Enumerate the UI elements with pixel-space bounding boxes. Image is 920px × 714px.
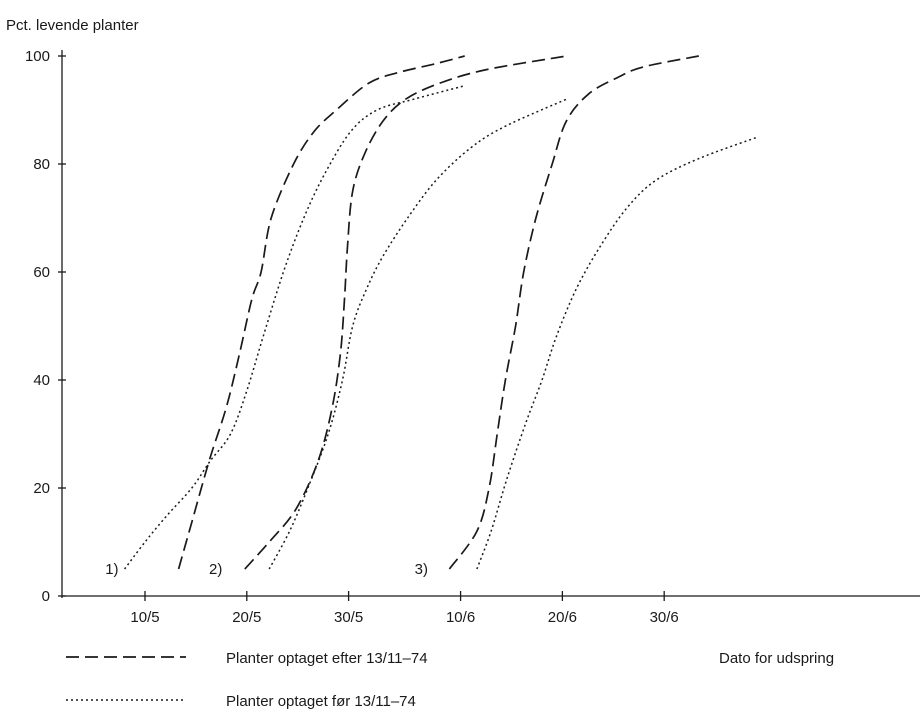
x-tick-label: 10/5	[130, 609, 159, 626]
series-dashed-1	[177, 55, 465, 570]
x-tick-label: 30/6	[650, 609, 679, 626]
y-tick-label: 80	[33, 156, 50, 173]
group-labels: 1) 2) 3)	[105, 561, 428, 578]
y-tick-label: 40	[33, 372, 50, 389]
y-tick-label: 20	[33, 480, 50, 497]
y-axis-ticks: 0 20 40 60 80 100	[25, 48, 66, 605]
series-dashed-2	[244, 55, 567, 570]
x-tick-label: 20/5	[232, 609, 261, 626]
group-label: 3)	[415, 561, 428, 578]
series-dashed-3	[448, 55, 699, 570]
y-tick-label: 0	[42, 588, 50, 605]
series-dotted-3	[476, 136, 759, 570]
group-label: 1)	[105, 561, 118, 578]
series-layer	[124, 55, 759, 570]
x-axis-ticks: 10/5 20/5 30/5 10/6 20/6 30/6	[130, 591, 679, 626]
y-tick-label: 100	[25, 48, 50, 65]
x-axis-title: Dato for udspring	[719, 650, 834, 667]
y-tick-label: 60	[33, 264, 50, 281]
x-tick-label: 30/5	[334, 609, 363, 626]
legend: Planter optaget efter 13/11–74 Planter o…	[66, 650, 428, 710]
x-tick-label: 10/6	[446, 609, 475, 626]
x-tick-label: 20/6	[548, 609, 577, 626]
series-dotted-1	[124, 84, 465, 570]
y-axis-title: Pct. levende planter	[6, 17, 139, 34]
legend-label-dashed: Planter optaget efter 13/11–74	[226, 650, 428, 667]
series-dotted-2	[268, 98, 567, 570]
group-label: 2)	[209, 561, 222, 578]
legend-label-dotted: Planter optaget før 13/11–74	[226, 693, 416, 710]
